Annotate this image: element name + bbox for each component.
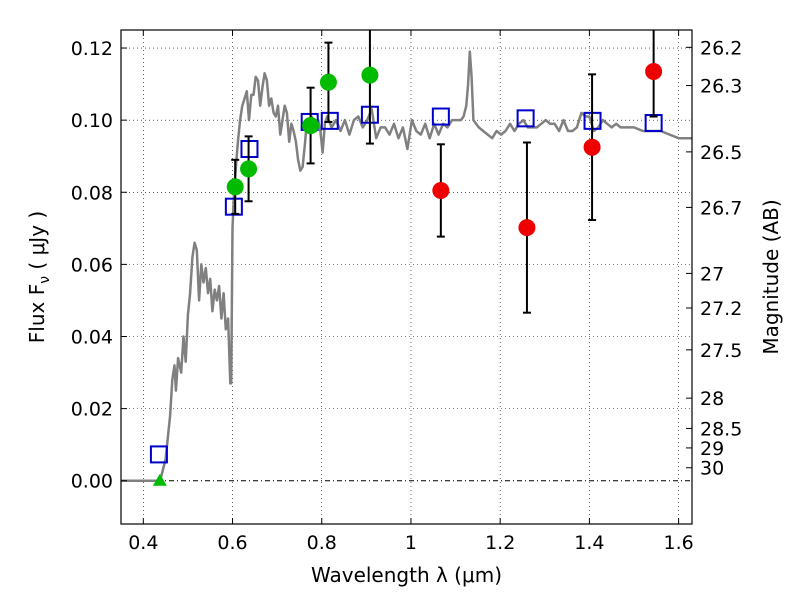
right-tick-label: 27.5 xyxy=(700,340,742,362)
x-tick-label: 0.8 xyxy=(307,532,337,554)
plot-frame xyxy=(120,29,693,525)
x-tick-label: 1.6 xyxy=(664,532,694,554)
right-tick-label: 26.5 xyxy=(700,142,742,164)
model-photometry-square xyxy=(149,445,168,464)
observed-flux-point xyxy=(645,62,663,80)
right-tick-label: 30 xyxy=(700,458,724,480)
x-tick-label: 0.6 xyxy=(217,532,247,554)
observed-flux-point xyxy=(319,73,337,91)
model-photometry-square xyxy=(320,111,339,130)
y-tick-label: 0.08 xyxy=(71,182,113,204)
observed-flux-point xyxy=(432,181,450,199)
x-tick-label: 1.4 xyxy=(574,532,604,554)
y-tick-label: 0.06 xyxy=(71,254,113,276)
y-tick-label: 0.00 xyxy=(71,471,113,493)
y-axis-label-unit: ( μJy ) xyxy=(25,211,49,276)
y-axis-label: Flux Fν ( μJy ) xyxy=(25,211,53,343)
right-axis-label: Magnitude (AB) xyxy=(759,199,783,354)
observed-flux-point xyxy=(583,138,601,156)
right-tick-label: 26.3 xyxy=(700,76,742,98)
data-markers xyxy=(149,30,663,486)
model-photometry-square xyxy=(516,109,535,128)
upper-limit-triangle xyxy=(152,473,167,486)
observed-flux-point xyxy=(302,117,320,135)
model-photometry-square xyxy=(431,107,450,126)
axis-ticks: 0.4 0.6 0.8 1 1.2 1.4 1.6 0.00 0.02 0.04 0.06 0.08 0… xyxy=(71,30,742,554)
y-tick-label: 0.12 xyxy=(71,38,113,60)
y-axis-label-main: Flux F xyxy=(25,284,49,343)
observed-flux-point xyxy=(240,160,258,178)
right-tick-label: 28 xyxy=(700,388,724,410)
y-tick-label: 0.02 xyxy=(71,399,113,421)
right-tick-label: 28.5 xyxy=(700,418,742,440)
right-tick-label: 26.2 xyxy=(700,37,742,59)
model-spectrum-line xyxy=(121,50,692,482)
right-tick-label: 26.7 xyxy=(700,197,742,219)
x-axis-label: Wavelength λ (μm) xyxy=(311,563,502,587)
y-tick-label: 0.04 xyxy=(71,326,113,348)
x-tick-label: 1 xyxy=(405,532,417,554)
y-axis-label-subscript: ν xyxy=(37,276,53,284)
right-tick-label: 27.2 xyxy=(700,298,742,320)
x-tick-label: 0.4 xyxy=(128,532,158,554)
right-tick-label: 27 xyxy=(700,263,724,285)
y-tick-label: 0.10 xyxy=(71,110,113,132)
observed-flux-point xyxy=(518,219,536,237)
right-tick-label: 29 xyxy=(700,438,724,460)
observed-flux-point xyxy=(361,66,379,84)
observed-flux-point xyxy=(226,178,244,196)
x-tick-label: 1.2 xyxy=(485,532,515,554)
